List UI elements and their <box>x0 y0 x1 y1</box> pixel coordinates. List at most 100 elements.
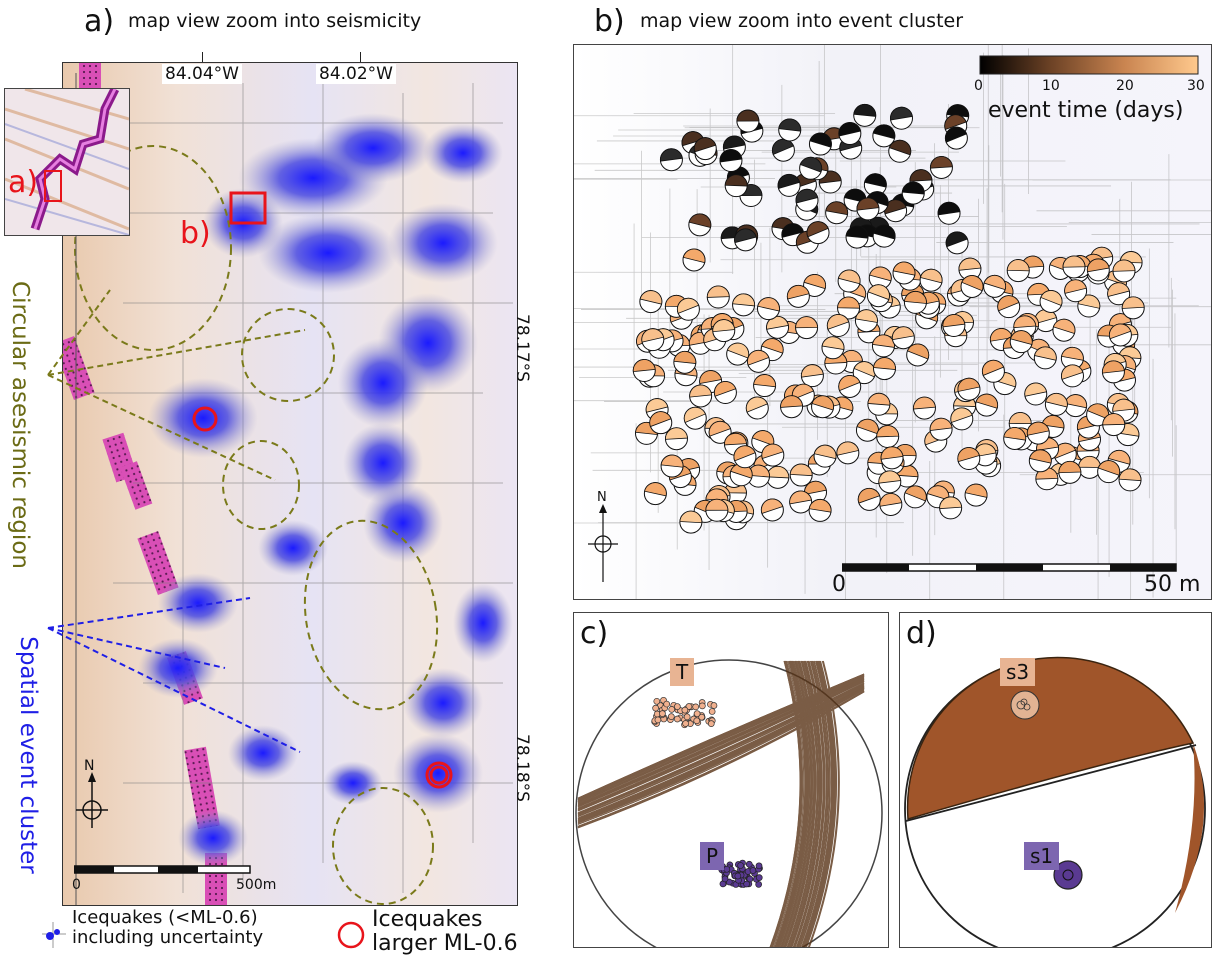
beachball-late-164 <box>906 343 930 367</box>
colorbar-tick-10: 10 <box>1042 78 1060 94</box>
beachball-early-37 <box>944 126 968 150</box>
north-arrow-b <box>588 504 618 582</box>
beachball-late-112 <box>852 361 876 385</box>
colorbar <box>979 55 1199 75</box>
beachball-late-82 <box>929 417 953 441</box>
beachball-late-167 <box>649 411 673 435</box>
beachball-early-38 <box>889 106 913 130</box>
beachball-late-220 <box>641 328 665 352</box>
legend-small-line-1: Icequakes (<ML-0.6) <box>72 907 258 928</box>
beachball-late-186 <box>713 381 737 405</box>
beachball-late-145 <box>942 314 966 338</box>
event-cluster-map <box>573 44 1212 600</box>
beachball-late-135 <box>919 268 943 292</box>
nodal-planes <box>577 660 865 947</box>
beachball-late-74 <box>664 427 688 451</box>
event-cluster-svg <box>574 45 1211 599</box>
beachball-late-extra-2 <box>892 261 916 285</box>
late-events <box>632 246 1145 534</box>
beachball-late-149 <box>1101 360 1125 384</box>
beachball-late-222 <box>879 492 903 516</box>
panel-b-title: map view zoom into event cluster <box>640 10 964 32</box>
beachball-late-174 <box>676 297 700 321</box>
aseismic-regions <box>74 145 439 905</box>
beachball-late-216 <box>679 510 703 534</box>
beachball-late-221 <box>761 443 785 467</box>
beachball-early-16 <box>771 138 795 162</box>
beachball-late-219 <box>706 285 730 309</box>
beachball-late-228 <box>1006 259 1030 283</box>
p-axis-label: P <box>700 842 725 870</box>
beachball-early-51 <box>719 149 743 173</box>
beachball-late-205 <box>1097 460 1121 484</box>
beachball-late-195 <box>632 359 656 383</box>
beachball-early-7 <box>888 139 912 163</box>
beachball-late-210 <box>733 445 757 469</box>
beachball-late-81 <box>753 374 777 398</box>
scale-bar-a <box>74 865 251 874</box>
beachball-late-169 <box>732 293 756 317</box>
beachball-early-6 <box>945 231 969 255</box>
beachball-late-225 <box>1033 346 1057 370</box>
beachball-late-211 <box>903 290 927 314</box>
beachball-late-123 <box>1118 468 1142 492</box>
beachball-late-64 <box>855 418 879 442</box>
beachball-late-44 <box>766 315 790 339</box>
beachball-late-139 <box>1044 392 1068 416</box>
beachball-late-75 <box>643 482 667 506</box>
s3-cloud <box>1016 698 1031 711</box>
beachball-late-31 <box>766 465 790 489</box>
beachball-late-84 <box>1107 282 1131 306</box>
beachball-early-55 <box>845 225 869 249</box>
beachball-late-215 <box>821 336 845 360</box>
beachball-early-52 <box>806 221 830 245</box>
legend-small-label: Icequakes (<ML-0.6) including uncertaint… <box>72 908 263 948</box>
beachball-early-50 <box>808 132 832 156</box>
beachball-early-12 <box>853 103 877 127</box>
lon-tick-1 <box>202 52 203 62</box>
seismicity-map <box>62 62 518 906</box>
scale-b-end: 50 m <box>1144 572 1201 597</box>
large-icequake-markers <box>192 406 453 789</box>
scale-a-start: 0 <box>72 877 81 893</box>
beachball-late-206 <box>1102 413 1126 437</box>
north-label-b: N <box>597 490 607 505</box>
beachball-late-191 <box>880 446 904 470</box>
beachball-late-136 <box>660 454 684 478</box>
beachball-late-229 <box>705 498 729 522</box>
beachball-late-8 <box>745 396 769 420</box>
beachball-late-194 <box>950 407 974 431</box>
beachball-late-120 <box>837 296 861 320</box>
beachball-late-71 <box>903 485 927 509</box>
legend-large-line-2: larger ML-0.6 <box>372 931 518 956</box>
beachball-early-20 <box>778 118 802 142</box>
beachball-early-49 <box>856 197 880 221</box>
beachball-late-5 <box>803 273 827 297</box>
leader-lines <box>47 289 306 753</box>
beachball-early-36 <box>872 224 896 248</box>
north-label-a: N <box>84 758 95 774</box>
beachball-late-109 <box>795 316 819 340</box>
beachball-late-9 <box>857 487 881 511</box>
beachball-late-227 <box>1009 330 1033 354</box>
panel-d-letter: d) <box>906 616 937 651</box>
scale-bar-b <box>842 563 1177 572</box>
beachball-late-199 <box>673 350 697 374</box>
beachball-late-114 <box>873 357 897 381</box>
legend-large-label: Icequakes larger ML-0.6 <box>372 908 518 956</box>
scale-a-end: 500m <box>236 877 277 893</box>
icequake-clusters <box>138 113 513 866</box>
beachball-late-180 <box>1058 460 1082 484</box>
scale-b-start: 0 <box>832 572 846 597</box>
aseismic-region-label: Circular asesismic region <box>7 281 33 569</box>
beachball-early-41 <box>736 109 760 133</box>
panel-a-title: map view zoom into seismicity <box>128 10 422 32</box>
beachball-late-183 <box>813 444 837 468</box>
beachball-late-28 <box>708 420 732 444</box>
stereonet-d-panel <box>899 612 1212 948</box>
inset-label-a: a) <box>8 165 39 200</box>
s1-label: s1 <box>1024 842 1060 870</box>
beachball-late-122 <box>800 364 824 388</box>
inset-label-b: b) <box>180 216 211 251</box>
panel-c-letter: c) <box>580 616 609 651</box>
